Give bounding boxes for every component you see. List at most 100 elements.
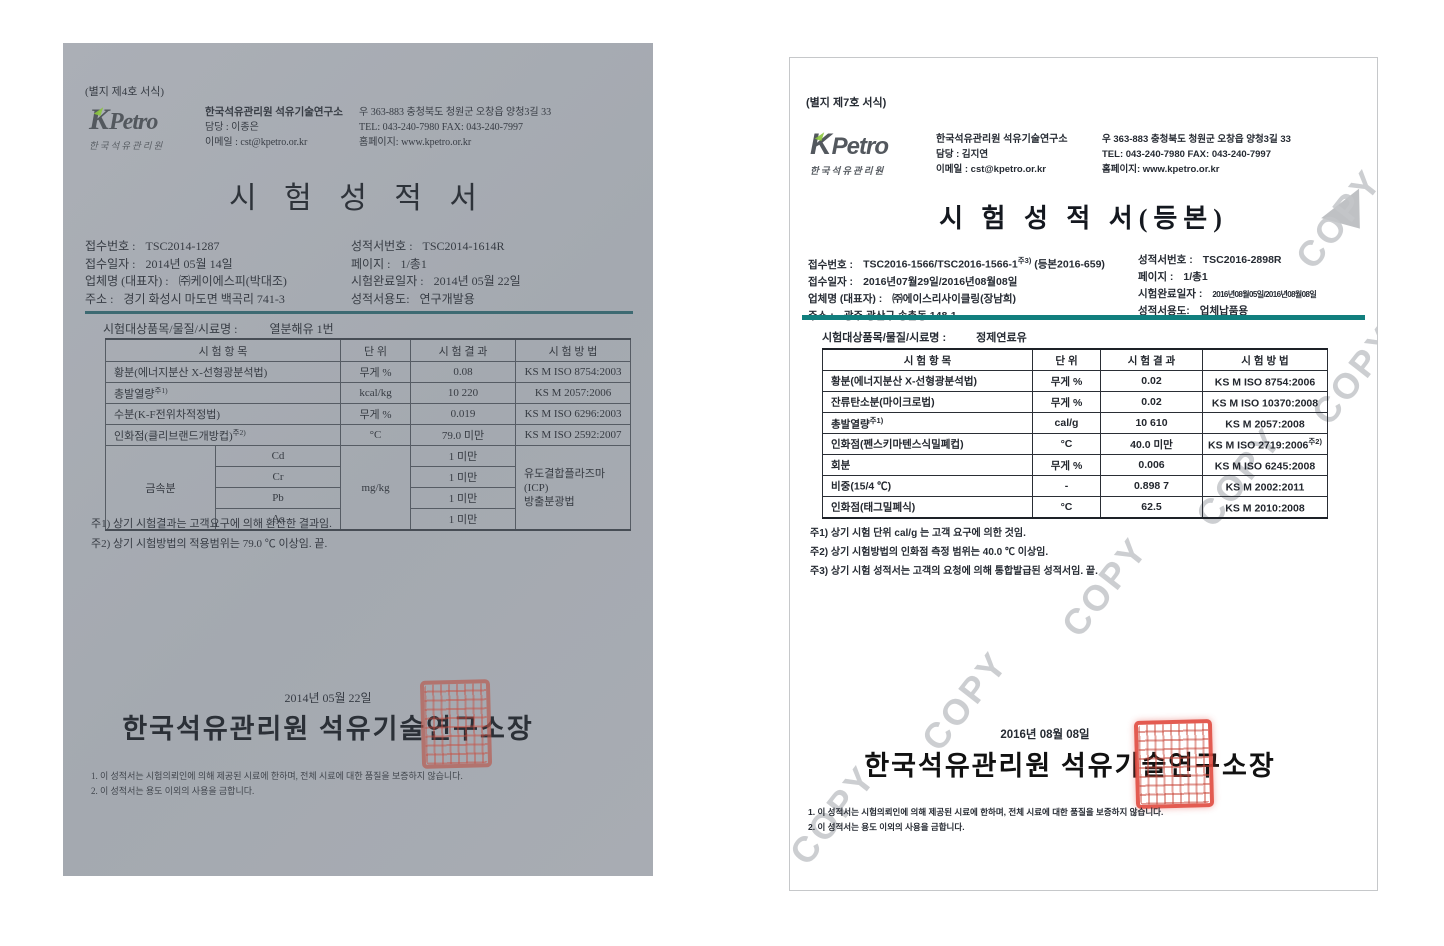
col-header-unit: 단 위 xyxy=(340,338,412,362)
sample-name-line: 시험대상품목/물질/시료명 : 열분해유 1번 xyxy=(103,322,334,336)
section-divider xyxy=(85,311,633,314)
document-title: 시 험 성 적 서(등본) xyxy=(939,204,1228,233)
cell-method: KS M ISO 8754:2006 xyxy=(1202,370,1328,392)
sample-name-value: 정제연료유 xyxy=(976,332,1027,344)
sample-name-line: 시험대상품목/물질/시료명 : 정제연료유 xyxy=(822,332,1027,344)
issuer-contact-block: 우 363-883 충청북도 청원군 오창읍 양청3길 33 TEL: 043-… xyxy=(359,105,629,150)
footnote-1: 주1) 상기 시험결과는 고객요구에 의해 환산한 결과임. xyxy=(91,518,332,530)
cell-metal-element: Cd xyxy=(214,445,342,467)
footnote-3: 주3) 상기 시험 성적서는 고객의 요청에 의해 통합발급된 성적서임. 끝. xyxy=(810,566,1098,577)
cell-result: 0.006 xyxy=(1100,454,1203,476)
issuer-tel-fax: TEL: 043-240-7980 FAX: 043-240-7997 xyxy=(359,122,523,133)
purpose-line: 성적서용도: 연구개발용 xyxy=(351,291,475,306)
receipt-no-value: TSC2016-1566/TSC2016-1566-1 xyxy=(863,258,1018,271)
footnote-ref: 주2) xyxy=(232,427,246,437)
table-row: 인화점(태그밀폐식) °C 62.5 KS M 2010:2008 xyxy=(822,496,1328,519)
disclaimer-1: 1. 이 성적서는 시험의뢰인에 의해 제공된 시료에 한하며, 전체 시료에 … xyxy=(808,807,1164,817)
issuer-org-name: 한국석유관리원 석유기술연구소 xyxy=(205,107,343,118)
purpose-line: 성적서용도: 업체납품용 xyxy=(1138,305,1249,317)
cell-item: 인화점(클리브랜드개방컵)주2) xyxy=(104,424,342,446)
issuer-staff: 담당 : 김지연 xyxy=(936,149,989,160)
cell-result: 10 220 xyxy=(410,382,517,404)
cell-unit: 무게 % xyxy=(340,361,412,383)
company-line: 업체명 (대표자) : ㈜에이스리사이클링(장남희) xyxy=(808,292,1017,305)
issuer-postal-address: 우 363-883 충청북도 청원군 오창읍 양청3길 33 xyxy=(359,107,552,118)
cell-item: 총발열량주1) xyxy=(822,412,1033,434)
address-value: 경기 화성시 마도면 백곡리 741-3 xyxy=(123,291,285,306)
table-row-metal: Pb 1 미만 xyxy=(106,487,631,509)
footnote-ref: 주1) xyxy=(869,415,884,425)
cell-unit: kcal/kg xyxy=(340,382,412,404)
report-no-line: 성적서번호 : TSC2016-2898R xyxy=(1138,254,1282,266)
footnote-1: 주1) 상기 시험 단위 cal/g 는 고객 요구에 의한 것임. xyxy=(810,528,1026,539)
kpetro-logo-petro: Petro xyxy=(831,133,889,160)
test-result-table: 시 험 항 목 단 위 시 험 결 과 시 험 방 법 황분(에너지분산 X-선… xyxy=(822,348,1328,519)
receipt-date-value: 2014년 05월 14일 xyxy=(145,256,233,271)
issuer-org-name: 한국석유관리원 석유기술연구소 xyxy=(936,134,1068,145)
issuer-homepage: 홈페이지: www.kpetro.or.kr xyxy=(359,137,472,148)
table-row: 수분(K-F전위차적정법) 무게 % 0.019 KS M ISO 6296:2… xyxy=(104,403,632,425)
issuer-postal-address: 우 363-883 충청북도 청원군 오창읍 양청3길 33 xyxy=(1102,134,1291,145)
complete-date-line: 시험완료일자 :2016년08월05일/2016년08월08일 xyxy=(1138,288,1317,300)
receipt-date-line: 접수일자 :2016년07월29일/2016년08월08일 xyxy=(808,275,1018,288)
cell-method: KS M ISO 2592:2007 xyxy=(515,424,632,446)
cell-unit: °C xyxy=(1032,433,1101,455)
kpetro-logo: KPetro 한국석유관리원 xyxy=(810,130,922,178)
kpetro-logo-caption: 한국석유관리원 xyxy=(810,166,886,177)
issuer-homepage: 홈페이지: www.kpetro.or.kr xyxy=(1102,164,1220,175)
cell-item: 총발열량주1) xyxy=(104,382,342,404)
complete-date-value: 2014년 05월 22일 xyxy=(433,274,521,288)
signer-title: 한국석유관리원 석유기술연구소장 xyxy=(864,751,1276,781)
table-header-row: 시 험 항 목 단 위 시 험 결 과 시 험 방 법 xyxy=(822,348,1328,371)
cell-result: 62.5 xyxy=(1100,496,1203,519)
issuer-email: 이메일 : cst@kpetro.or.kr xyxy=(936,164,1046,175)
kpetro-logo-k-icon: K xyxy=(89,103,110,136)
report-meta-right-column: 성적서번호 : TSC2014-1614R 페이지 :1/총1 시험완료일자 :2… xyxy=(351,238,641,308)
cell-result: 1 미만 xyxy=(410,445,517,467)
page-line: 페이지 :1/총1 xyxy=(351,256,427,271)
footnote-2: 주2) 상기 시험방법의 인화점 측정 범위는 40.0 ℃ 이상임. xyxy=(810,547,1049,558)
cell-unit: °C xyxy=(340,424,412,446)
cell-method: KS M ISO 6245:2008 xyxy=(1202,454,1328,476)
complete-date-line: 시험완료일자 :2014년 05월 22일 xyxy=(351,274,521,288)
issuer-block: 한국석유관리원 석유기술연구소 담당 : 김지연 이메일 : cst@kpetr… xyxy=(936,132,1096,177)
kpetro-logo-wordmark: KPetro xyxy=(89,105,201,135)
report-no-line: 성적서번호 : TSC2014-1614R xyxy=(351,239,505,253)
table-row: 잔류탄소분(마이크로법) 무게 % 0.02 KS M ISO 10370:20… xyxy=(822,391,1328,413)
cell-unit: - xyxy=(1032,475,1101,497)
page-value: 1/총1 xyxy=(1183,271,1208,283)
col-header-item: 시 험 항 목 xyxy=(104,338,342,362)
col-header-unit: 단 위 xyxy=(1032,348,1101,371)
cell-result: 1 미만 xyxy=(410,508,517,531)
table-row: 인화점(클리브랜드개방컵)주2) °C 79.0 미만 KS M ISO 259… xyxy=(104,424,632,446)
purpose-value: 연구개발용 xyxy=(419,291,475,306)
kpetro-logo-k-icon: K xyxy=(810,128,832,161)
cell-item: 인화점(펜스키마텐스식밀폐컵) xyxy=(822,433,1033,455)
footnote-ref: 주2) xyxy=(1308,437,1322,447)
cell-metal-element: Pb xyxy=(214,487,342,509)
disclaimer-2: 2. 이 성적서는 용도 이외의 사용을 금합니다. xyxy=(808,822,965,832)
receipt-no-line: 접수번호 : TSC2014-1287 xyxy=(85,239,220,253)
cell-unit: 무게 % xyxy=(1032,391,1101,413)
address-line: 주소 : 경기 화성시 마도면 백곡리 741-3 xyxy=(85,291,285,306)
cell-item: 비중(15/4 ℃) xyxy=(822,475,1033,497)
cell-unit: 무게 % xyxy=(1032,454,1101,476)
sample-name-value: 열분해유 1번 xyxy=(269,322,334,336)
cell-item: 황분(에너지분산 X-선형광분석법) xyxy=(104,361,342,383)
cell-unit: cal/g xyxy=(1032,412,1101,434)
report-no-value: TSC2014-1614R xyxy=(422,239,505,253)
company-value: ㈜케이에스피(박대조) xyxy=(178,274,287,288)
cell-method: KS M ISO 8754:2003 xyxy=(515,361,632,383)
col-header-method: 시 험 방 법 xyxy=(1202,348,1328,371)
issuer-email: 이메일 : cst@kpetro.or.kr xyxy=(205,137,308,148)
table-row-metal: As 1 미만 xyxy=(106,508,631,531)
issue-date: 2016년 08월 08일 xyxy=(1000,729,1090,741)
kpetro-logo-wordmark: KPetro xyxy=(810,130,922,160)
cell-item: 수분(K-F전위차적정법) xyxy=(104,403,342,425)
footnote-2: 주2) 상기 시험방법의 적용범위는 79.0 ℃ 이상임. 끝. xyxy=(91,538,328,550)
cell-unit: 무게 % xyxy=(1032,370,1101,392)
cell-item: 인화점(태그밀폐식) xyxy=(822,496,1033,519)
table-row: 총발열량주1) cal/g 10 610 KS M 2057:2008 xyxy=(822,412,1328,434)
report-meta-left-column: 접수번호 : TSC2014-1287 접수일자 :2014년 05월 14일 업… xyxy=(85,238,385,308)
cell-result: 1 미만 xyxy=(410,487,517,509)
